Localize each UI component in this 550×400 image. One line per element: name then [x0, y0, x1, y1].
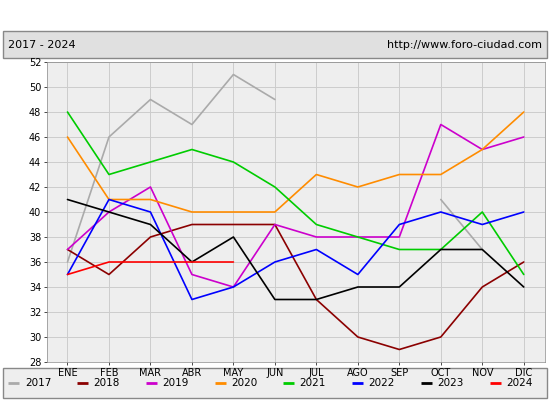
Text: 2024: 2024 [506, 378, 532, 388]
Text: http://www.foro-ciudad.com: http://www.foro-ciudad.com [387, 40, 542, 50]
Text: Evolucion del paro registrado en Osa de la Vega: Evolucion del paro registrado en Osa de … [86, 8, 464, 22]
Text: 2022: 2022 [368, 378, 395, 388]
Text: 2023: 2023 [437, 378, 464, 388]
Text: 2021: 2021 [300, 378, 326, 388]
Text: 2018: 2018 [94, 378, 120, 388]
Text: 2017: 2017 [25, 378, 51, 388]
Text: 2019: 2019 [162, 378, 189, 388]
Text: 2017 - 2024: 2017 - 2024 [8, 40, 76, 50]
Text: 2020: 2020 [231, 378, 257, 388]
